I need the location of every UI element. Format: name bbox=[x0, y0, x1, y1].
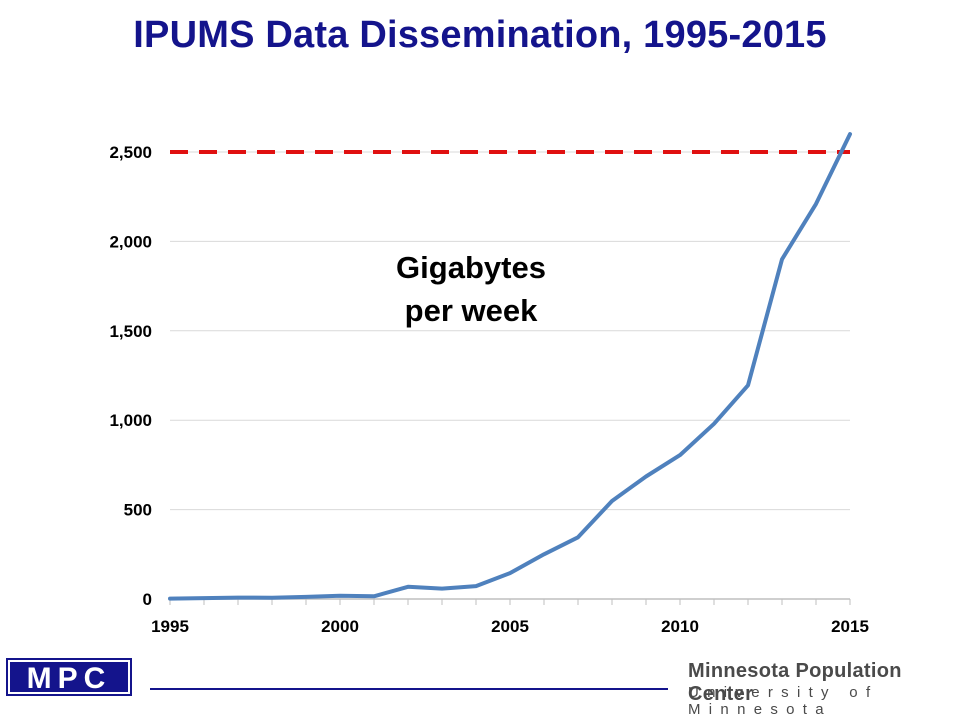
footer-divider bbox=[150, 688, 668, 690]
annotation-line-2: per week bbox=[405, 293, 538, 328]
data-point-2001 bbox=[372, 594, 376, 598]
y-tick-label-2500: 2,500 bbox=[109, 143, 152, 162]
chart-title: IPUMS Data Dissemination, 1995-2015 bbox=[133, 14, 827, 56]
data-points bbox=[168, 132, 852, 601]
y-tick-labels: 0 500 1,000 1,500 2,000 2,500 bbox=[109, 143, 152, 609]
data-point-2005 bbox=[508, 571, 512, 575]
mpc-logo-text: MPC bbox=[27, 662, 112, 695]
y-tick-label-1000: 1,000 bbox=[109, 411, 152, 430]
data-point-2012 bbox=[746, 383, 750, 387]
data-point-1998 bbox=[270, 596, 274, 600]
gridlines bbox=[170, 151, 850, 511]
series-line bbox=[168, 132, 852, 601]
center-name: Minnesota Population Center bbox=[688, 660, 902, 705]
data-point-2013 bbox=[780, 257, 784, 261]
data-point-2006 bbox=[542, 552, 546, 556]
y-tick-label-2000: 2,000 bbox=[109, 232, 152, 251]
data-point-2003 bbox=[440, 587, 444, 591]
y-tick-label-500: 500 bbox=[124, 501, 152, 520]
x-tick-label-2000: 2000 bbox=[321, 617, 359, 636]
data-point-2009 bbox=[644, 475, 648, 479]
data-point-2011 bbox=[712, 422, 716, 426]
data-point-2000 bbox=[338, 594, 342, 598]
x-ticks bbox=[169, 599, 851, 605]
data-point-2014 bbox=[814, 202, 818, 206]
x-tick-label-1995: 1995 bbox=[151, 617, 189, 636]
annotation-line-1: Gigabytes bbox=[396, 250, 546, 285]
x-tick-label-2015: 2015 bbox=[831, 617, 869, 636]
data-point-1999 bbox=[304, 595, 308, 599]
mpc-logo: MPC bbox=[6, 658, 132, 696]
data-point-1997 bbox=[236, 596, 240, 600]
data-point-2002 bbox=[406, 585, 410, 589]
x-tick-label-2010: 2010 bbox=[661, 617, 699, 636]
x-tick-label-2005: 2005 bbox=[491, 617, 529, 636]
data-point-2015 bbox=[848, 132, 852, 136]
data-point-1996 bbox=[202, 596, 206, 600]
data-point-2004 bbox=[474, 584, 478, 588]
university-name: University of Minnesota bbox=[688, 684, 879, 718]
data-point-2010 bbox=[678, 453, 682, 457]
data-point-1995 bbox=[168, 597, 172, 601]
x-tick-labels: 1995 2000 2005 2010 2015 bbox=[151, 617, 869, 636]
data-point-2008 bbox=[610, 499, 614, 503]
data-point-2007 bbox=[576, 535, 580, 539]
y-tick-label-1500: 1,500 bbox=[109, 322, 152, 341]
y-tick-label-0: 0 bbox=[143, 590, 152, 609]
